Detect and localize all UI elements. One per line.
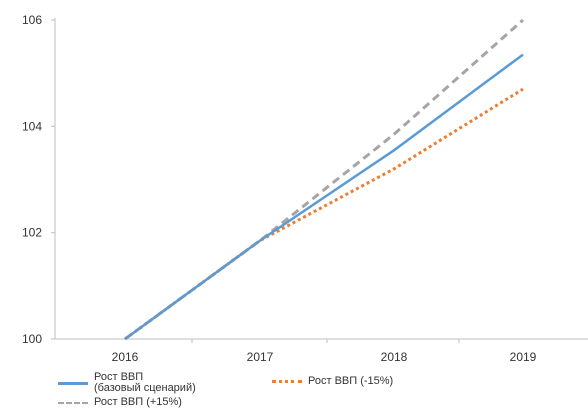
y-tick-label: 104	[22, 119, 42, 133]
x-tick-label: 2016	[112, 350, 139, 364]
legend-swatch-base	[58, 381, 88, 385]
y-tick-label: 102	[22, 226, 42, 240]
legend-label-plus15: Рост ВВП (+15%)	[94, 396, 182, 408]
legend-label-base: Рост ВВП (базовый сценарий)	[94, 371, 196, 394]
legend-item-plus15: Рост ВВП (+15%)	[58, 397, 182, 408]
legend-item-base: Рост ВВП (базовый сценарий)	[58, 372, 196, 394]
legend-label-minus15: Рост ВВП (-15%)	[308, 375, 394, 387]
legend-item-minus15: Рост ВВП (-15%)	[272, 376, 393, 387]
series-line-base	[124, 53, 524, 341]
legend-swatch-plus15	[58, 401, 88, 404]
x-tick-label: 2019	[510, 350, 537, 364]
x-tick-label: 2017	[247, 350, 274, 364]
y-tick-label: 106	[22, 13, 42, 27]
y-axis-ticks: 100 102 104 106	[22, 13, 55, 346]
series-lines	[124, 18, 524, 341]
legend-swatch-minus15	[272, 380, 302, 383]
x-axis-ticks: 2016 2017 2018 2019	[112, 339, 537, 364]
y-tick-label: 100	[22, 332, 42, 346]
x-tick-label: 2018	[381, 350, 408, 364]
